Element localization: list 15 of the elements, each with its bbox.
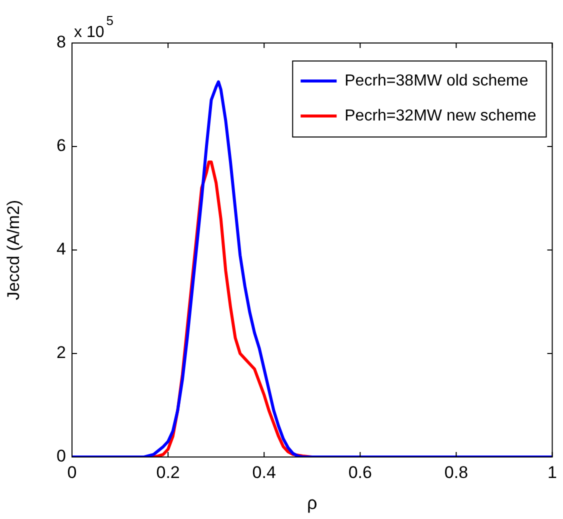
x-tick-label: 0.6 [348,462,372,482]
x-tick-label: 0.2 [156,462,180,482]
legend-label: Pecrh=32MW new scheme [344,107,536,124]
text: x 105 [74,13,114,41]
x-tick-label: 0.4 [252,462,276,482]
y-tick-label: 0 [56,446,66,466]
x-tick-label: 1 [548,462,558,482]
x-axis-title: ρ [307,493,318,514]
y-tick-label: 6 [56,136,66,156]
y-tick-label: 8 [56,32,66,52]
y-axis-title: Jeccd (A/m2) [4,200,23,300]
y-tick-label: 4 [56,240,66,259]
x-tick-label: 0.8 [444,462,468,482]
y-tick-label: 2 [56,343,66,362]
legend-label: Pecrh=38MW old scheme [344,72,528,90]
